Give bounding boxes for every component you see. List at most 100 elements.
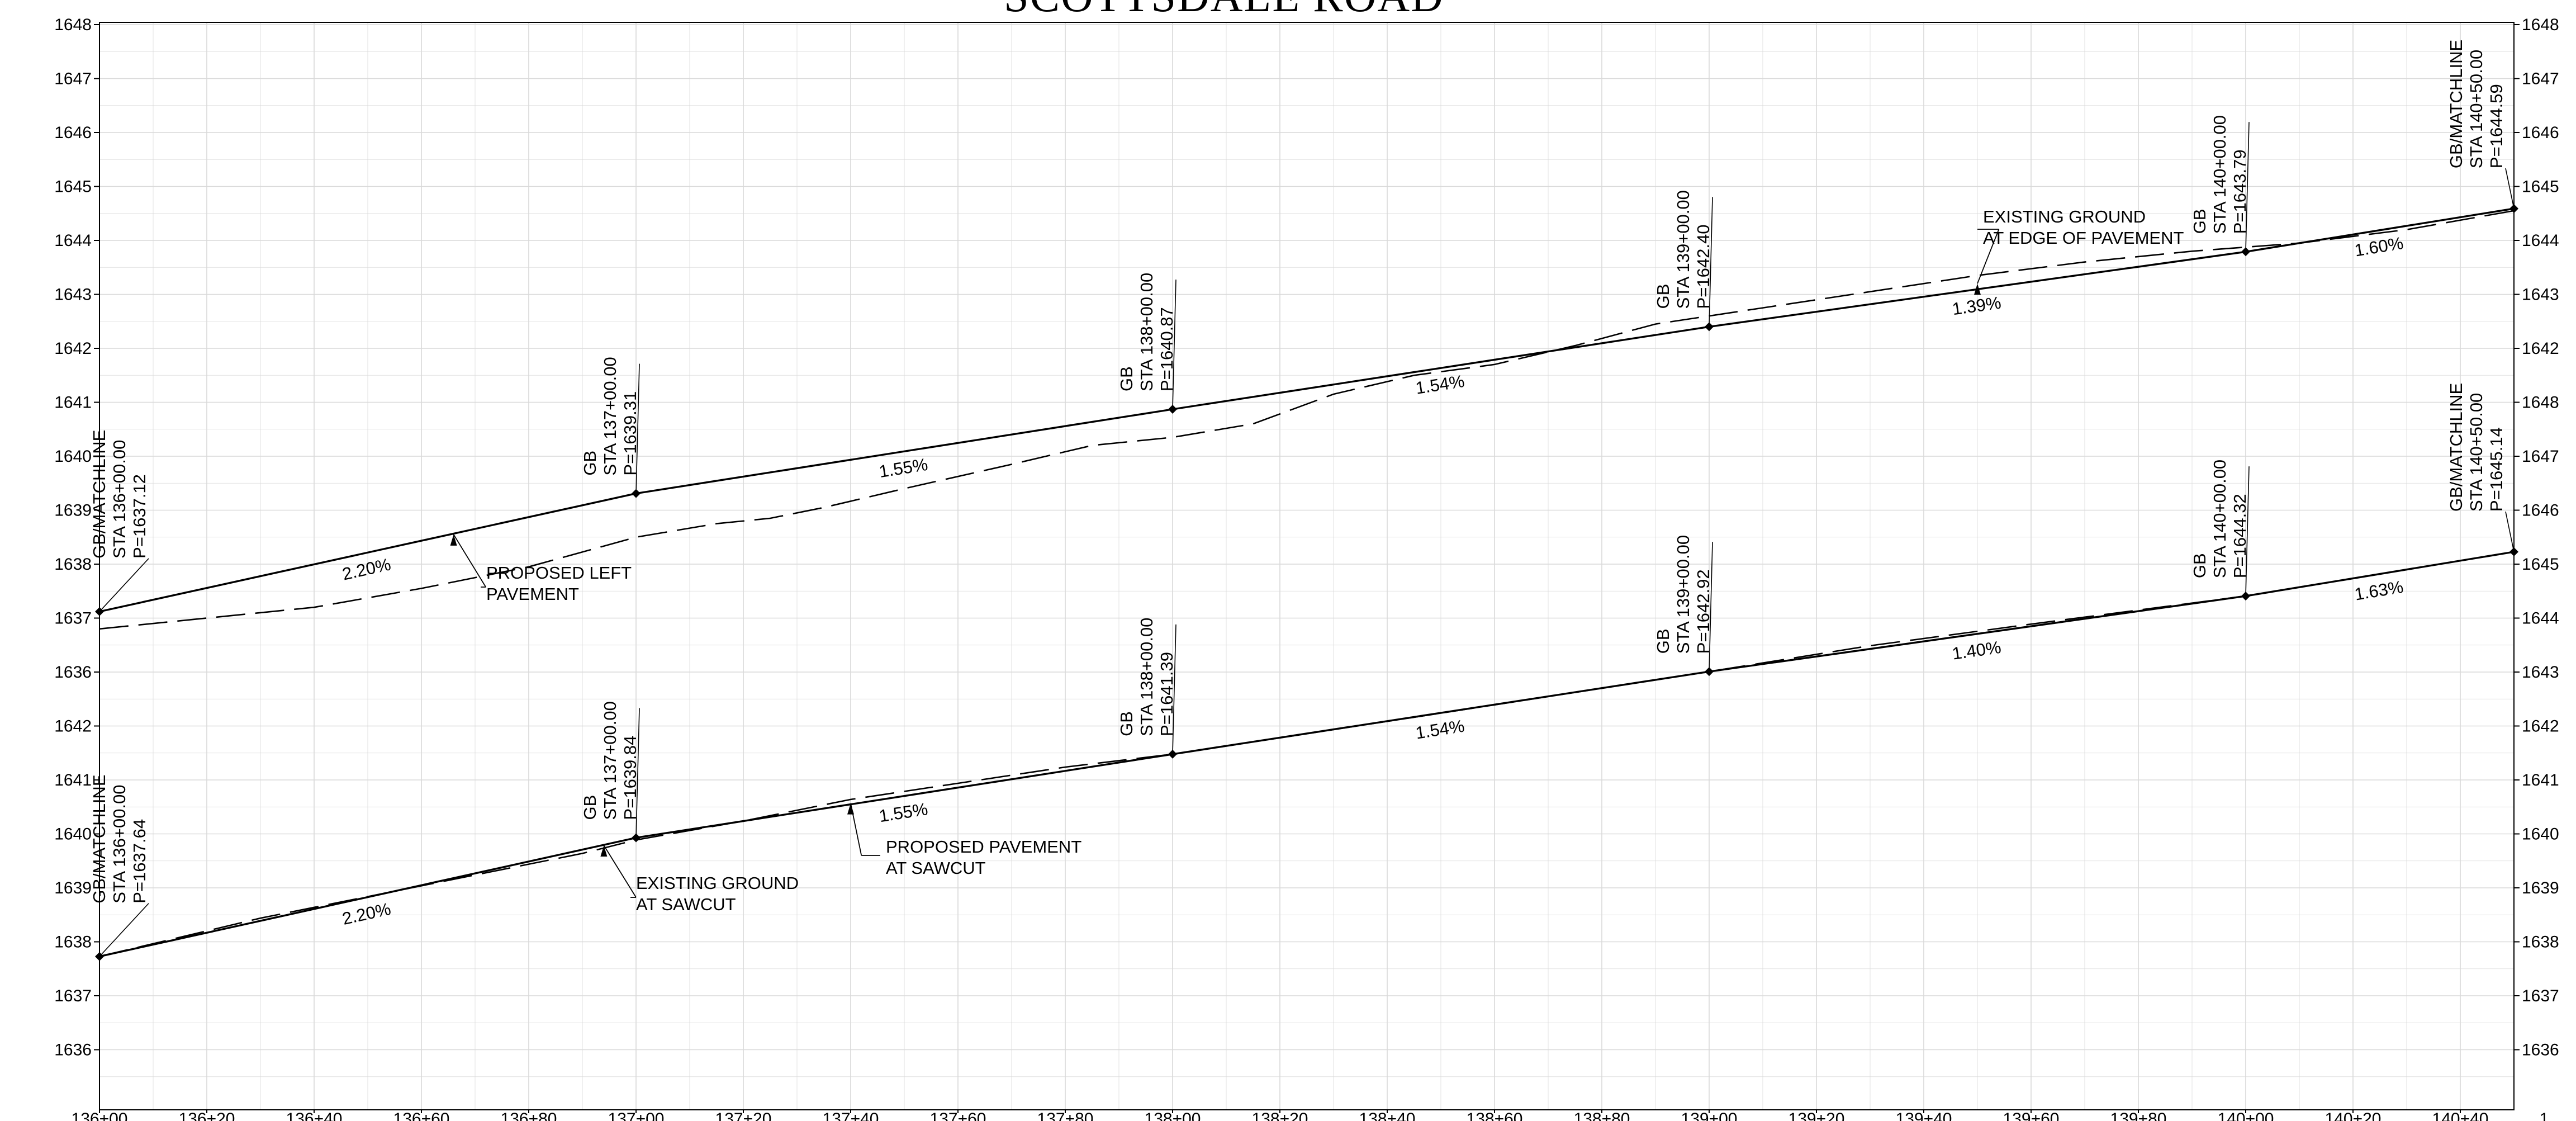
right-axis-tick-label: 1638: [2522, 933, 2559, 952]
x-axis-tick-label: 139+80: [2110, 1110, 2167, 1121]
upper-grade-label: 1.39%: [1951, 293, 2003, 319]
pvi-label-elevation: P=1641.39: [1157, 652, 1176, 736]
pvi-label-elevation: P=1637.12: [130, 474, 149, 559]
pvi-label-elevation: P=1642.92: [1693, 569, 1713, 654]
right-axis-tick-label: 1647: [2522, 70, 2559, 88]
pvi-label-kind: GB: [1117, 711, 1136, 736]
x-axis-tick-label: 138+40: [1359, 1110, 1416, 1121]
left-axis-tick-label: 1644: [54, 231, 92, 250]
left-axis-tick-label: 1647: [54, 70, 92, 88]
right-axis-tick-label: 1648: [2522, 16, 2559, 34]
left-axis-tick-label: 1648: [54, 16, 92, 34]
left-axis-tick-label: 1636: [54, 1041, 92, 1059]
lower-proposed-line: [99, 551, 2515, 958]
left-axis-tick-label: 1643: [54, 286, 92, 304]
pvi-label-elevation: P=1639.84: [620, 736, 640, 820]
pvi-label-station: STA 139+00.00: [1673, 535, 1693, 654]
pvi-label-station: STA 139+00.00: [1673, 190, 1693, 309]
x-axis-tick-label: 137+80: [1037, 1110, 1094, 1121]
left-axis-tick-label: 1636: [54, 663, 92, 682]
right-axis-tick-label: 1641: [2522, 771, 2559, 789]
left-axis-tick-label: 1641: [54, 771, 92, 789]
callout-arrowhead: [600, 845, 608, 857]
sheet-title: SCOTTSDALE ROAD: [1004, 0, 1444, 21]
grid: [99, 22, 2515, 1110]
pvi-label-elevation: P=1642.40: [1693, 225, 1713, 309]
lower-grade-label: 2.20%: [340, 899, 392, 929]
x-axis-tick-label: 139+00: [1681, 1110, 1738, 1121]
x-axis-tick-label: 138+80: [1574, 1110, 1630, 1121]
pvi-label-kind: GB/MATCHLINE: [2446, 383, 2466, 512]
x-axis-tick-label: 136+40: [286, 1110, 343, 1121]
callout-existing-edge-of-pavement-line: AT EDGE OF PAVEMENT: [1983, 228, 2184, 248]
profile-series: [95, 204, 2518, 961]
pvi-label-station: STA 140+00.00: [2210, 460, 2229, 578]
pvi-leader: [2505, 168, 2515, 209]
callout-proposed-left-pavement-line: PAVEMENT: [486, 584, 579, 604]
right-axis-tick-label: 1644: [2522, 231, 2559, 250]
pvi-label-kind: GB: [2190, 209, 2209, 234]
pvi-label-kind: GB: [580, 451, 600, 476]
x-axis-tick-label: 137+00: [608, 1110, 665, 1121]
callout-proposed-sawcut-line: AT SAWCUT: [886, 858, 986, 878]
lower-grade-label: 1.55%: [877, 799, 929, 826]
x-axis-tick-label: 138+60: [1467, 1110, 1523, 1121]
pvi-label-station: STA 136+00.00: [110, 784, 129, 903]
right-axis-tick-label: 1643: [2522, 663, 2559, 682]
left-axis-tick-label: 1639: [54, 879, 92, 897]
left-axis-tick-label: 1646: [54, 124, 92, 142]
x-axis-tick-label: 138+20: [1252, 1110, 1308, 1121]
pvi-label-kind: GB/MATCHLINE: [2446, 40, 2466, 168]
lower-grade-label: 1.63%: [2353, 577, 2404, 604]
right-axis-tick-label: 1644: [2522, 609, 2559, 628]
left-axis-tick-label: 1642: [54, 717, 92, 736]
callout-proposed-left-pavement-line: PROPOSED LEFT: [486, 563, 632, 583]
callout-existing-edge-of-pavement-line: EXISTING GROUND: [1983, 207, 2146, 226]
pvi-label-station: STA 140+50.00: [2466, 393, 2486, 512]
x-axis-tick-label: 136+60: [393, 1110, 450, 1121]
pvi-label-kind: GB: [1653, 628, 1673, 654]
upper-grade-label: 1.55%: [877, 455, 929, 481]
x-axis-tick-label: 140+00: [2218, 1110, 2274, 1121]
pvi-leader: [635, 708, 640, 838]
x-axis-tick-label: 140+40: [2432, 1110, 2489, 1121]
pvi-label-elevation: P=1645.14: [2487, 427, 2506, 512]
pvi-label-elevation: P=1644.59: [2487, 84, 2506, 168]
right-axis-tick-label: 1645: [2522, 178, 2559, 196]
x-axis-tick-label: 136+00: [72, 1110, 128, 1121]
pvi-label-station: STA 137+00.00: [600, 701, 620, 820]
pvi-label-station: STA 138+00.00: [1137, 618, 1156, 736]
lower-existing-line: [99, 551, 2515, 957]
pvi-leader: [2505, 511, 2515, 552]
left-axis-tick-label: 1640: [54, 825, 92, 844]
callout-proposed-sawcut-line: PROPOSED PAVEMENT: [886, 837, 1081, 857]
pvi-label-station: STA 136+00.00: [110, 440, 129, 559]
x-axis-tick-label: 137+60: [930, 1110, 986, 1121]
left-axis-tick-label: 1638: [54, 555, 92, 574]
lower-grade-label: 1.40%: [1951, 637, 2003, 664]
x-axis-tick-label: 139+60: [2003, 1110, 2060, 1121]
x-axis-tick-label: 136+20: [179, 1110, 235, 1121]
pvi-label-elevation: P=1640.87: [1157, 307, 1176, 391]
pvi-leader: [2245, 466, 2250, 597]
x-axis-tick-label: 139+20: [1789, 1110, 1845, 1121]
x-axis-tick-label: 138+00: [1145, 1110, 1201, 1121]
left-axis-tick-label: 1639: [54, 502, 92, 520]
upper-grade-label: 2.20%: [340, 554, 392, 584]
callout-existing-sawcut-line: AT SAWCUT: [636, 895, 736, 914]
left-axis-tick-label: 1641: [54, 394, 92, 412]
pvi-label-elevation: P=1637.64: [130, 819, 149, 904]
pvi-leader: [1709, 542, 1713, 672]
x-axis-tick-label: 136+80: [501, 1110, 557, 1121]
pvi-leader: [2245, 122, 2250, 252]
right-axis-tick-label: 1646: [2522, 124, 2559, 142]
upper-grade-label: 1.60%: [2353, 233, 2404, 261]
pvi-label-kind: GB: [1653, 284, 1673, 309]
pvi-label-kind: GB/MATCHLINE: [89, 775, 109, 904]
left-axis-tick-label: 1645: [54, 178, 92, 196]
callout-leader: [603, 845, 637, 898]
callout-existing-sawcut-line: EXISTING GROUND: [636, 873, 799, 893]
right-axis-tick-label: 1645: [2522, 555, 2559, 574]
right-axis-tick-label: 1642: [2522, 339, 2559, 358]
